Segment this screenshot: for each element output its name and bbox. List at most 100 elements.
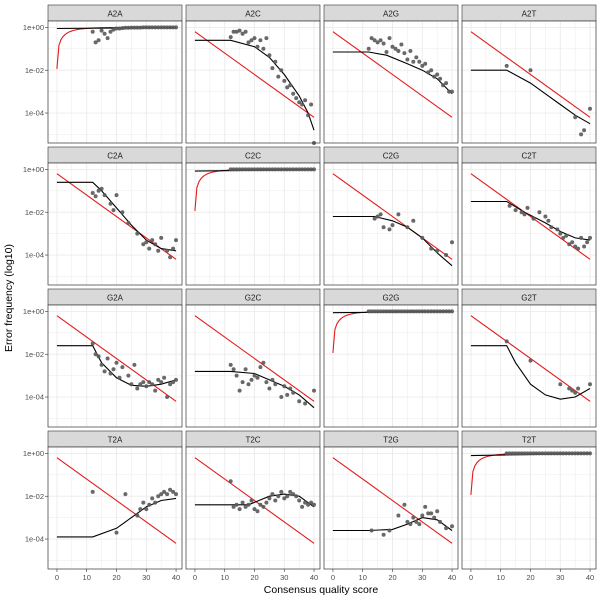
x-tick-label: 30 — [418, 573, 426, 582]
data-point — [588, 451, 592, 456]
data-point — [138, 507, 143, 512]
data-point — [231, 167, 236, 172]
data-point — [285, 494, 290, 499]
fitted-error-line — [56, 497, 177, 538]
data-point — [135, 25, 140, 30]
data-point — [429, 511, 434, 516]
data-point — [168, 487, 173, 492]
data-point — [138, 382, 143, 387]
data-point — [111, 208, 116, 213]
data-point — [156, 494, 161, 499]
data-point — [135, 386, 140, 391]
data-point — [390, 44, 395, 49]
facet-panel-t2a: T2A 1e+00 1e-02 1e-04 0 10 20 30 40 — [23, 430, 183, 582]
x-tick-label: 20 — [526, 573, 534, 582]
data-point — [540, 451, 545, 456]
gridlines — [462, 305, 596, 427]
data-point — [402, 309, 407, 314]
data-point — [102, 193, 107, 198]
data-point — [555, 451, 560, 456]
data-point — [444, 309, 449, 314]
data-point — [297, 167, 302, 172]
data-point — [300, 102, 305, 107]
data-point — [252, 167, 257, 172]
data-point — [309, 500, 314, 505]
facet-strip-label: G2C — [245, 294, 262, 303]
data-point — [450, 309, 454, 314]
data-point — [435, 509, 440, 514]
data-point — [564, 451, 569, 456]
data-point — [423, 61, 428, 66]
gridlines — [48, 447, 182, 569]
panel-background — [186, 163, 320, 285]
data-point — [531, 216, 536, 221]
data-point — [279, 489, 284, 494]
data-point — [588, 235, 592, 240]
data-point — [387, 36, 392, 41]
data-point — [147, 380, 152, 385]
data-point — [273, 167, 278, 172]
data-point — [288, 489, 293, 494]
data-point — [372, 216, 377, 221]
data-point — [285, 392, 290, 397]
data-point — [408, 522, 413, 527]
data-point — [303, 500, 308, 505]
data-point — [411, 59, 416, 64]
data-point — [132, 25, 137, 30]
data-point — [132, 362, 137, 367]
data-point — [435, 248, 440, 253]
data-point — [276, 167, 281, 172]
data-point — [258, 365, 263, 370]
data-point — [294, 96, 299, 101]
data-point — [366, 46, 371, 51]
facet-strip-label: G2G — [383, 294, 400, 303]
data-point — [369, 309, 374, 314]
data-point — [429, 246, 434, 251]
data-point — [153, 500, 158, 505]
data-point — [168, 25, 173, 30]
data-point — [267, 53, 272, 58]
data-point — [549, 225, 554, 230]
gridlines — [186, 305, 320, 427]
y-tick-label: 1e-02 — [25, 350, 44, 359]
nominal-error-line — [56, 315, 177, 402]
fitted-error-line — [470, 200, 591, 241]
panel-border — [47, 20, 183, 144]
x-tick-label: 0 — [331, 573, 335, 582]
facet-strip-label: C2G — [383, 152, 399, 161]
data-point — [153, 388, 158, 393]
data-point — [528, 451, 533, 456]
data-point — [90, 29, 95, 34]
data-point — [282, 78, 287, 83]
data-point — [231, 29, 236, 34]
data-point — [381, 225, 386, 230]
nominal-error-line — [194, 457, 315, 544]
data-point — [576, 386, 581, 391]
facet-panel-c2a: C2A 1e+00 1e-02 1e-04 — [23, 146, 183, 286]
data-point — [312, 167, 316, 172]
data-point — [267, 167, 272, 172]
data-point — [165, 492, 170, 497]
data-point — [513, 451, 518, 456]
data-point — [276, 74, 281, 79]
data-point — [234, 29, 239, 34]
x-tick-label: 30 — [142, 573, 150, 582]
x-tick-label: 40 — [172, 573, 180, 582]
data-point — [264, 167, 269, 172]
data-point — [240, 500, 245, 505]
data-point — [408, 309, 413, 314]
panel-border — [323, 304, 459, 428]
data-point — [444, 526, 449, 531]
data-point — [252, 507, 257, 512]
y-tick-label: 1e+00 — [23, 23, 44, 32]
data-point — [537, 451, 542, 456]
data-point — [402, 51, 407, 56]
data-point — [276, 494, 281, 499]
data-point — [273, 498, 278, 503]
x-tick-label: 30 — [556, 573, 564, 582]
data-point — [123, 492, 128, 497]
facet-panel-c2c: C2C — [185, 146, 321, 286]
data-point — [297, 399, 302, 404]
facet-panel-a2a: A2A 1e+00 1e-02 1e-04 — [23, 4, 183, 144]
data-point — [567, 386, 572, 391]
